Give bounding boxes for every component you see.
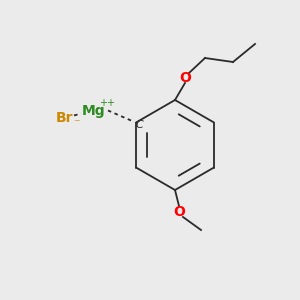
Text: C: C (135, 119, 143, 130)
Text: O: O (173, 205, 185, 219)
Text: Mg: Mg (82, 103, 106, 118)
Text: O: O (179, 71, 191, 85)
Text: Br: Br (55, 112, 73, 125)
Text: ++: ++ (99, 98, 115, 109)
Text: ⁻: ⁻ (73, 117, 79, 130)
